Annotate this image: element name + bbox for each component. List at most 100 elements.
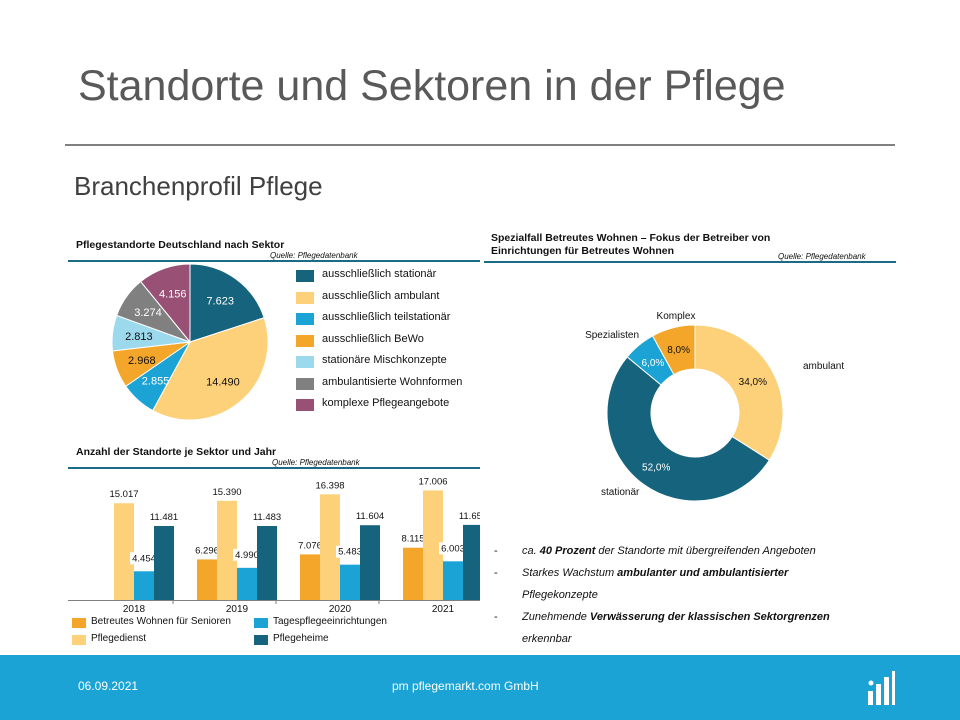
bar-pflegedienst-2021: [423, 490, 443, 600]
bar-data-label: 15.017: [109, 489, 138, 500]
bar-data-label: 8.115: [401, 534, 424, 545]
bar-pflegeheime-2020: [360, 525, 380, 600]
bullet-dash: -: [494, 567, 498, 579]
bar-betreutes-wohnen-fuer-senioren-2020: [300, 554, 320, 600]
donut-category-label: stationär: [601, 487, 640, 498]
legend-item-ausschliesslich-teilstationaer: ausschließlich teilstationär: [296, 311, 486, 327]
legend-label: Betreutes Wohnen für Senioren: [91, 616, 231, 627]
finding-1-text-bold: 40 Prozent: [539, 545, 596, 557]
bar-data-label: 5.483: [338, 547, 362, 558]
bar-pflegedienst-2018: [114, 503, 134, 600]
pie-chart: 7.623 14.490 2.855 2.968 2.813 3.274 4.156: [111, 263, 269, 421]
footer-date: 06.09.2021: [78, 679, 139, 693]
bar-pflegedienst-2020: [320, 494, 340, 600]
bar-data-label-background: [439, 542, 467, 555]
legend-label: Tagespflegeeinrichtungen: [273, 616, 387, 627]
legend-label: ausschließlich BeWo: [322, 332, 424, 345]
finding-item: - Starkes Wachstum ambulanter und ambula…: [494, 562, 914, 606]
bar-betreutes-wohnen-fuer-senioren-2021: [403, 547, 423, 600]
donut-slice-komplex: [651, 324, 696, 376]
pie-data-label: 7.623: [206, 295, 234, 307]
legend-swatch: [254, 635, 268, 645]
finding-2-text-b: Pflegekonzepte: [522, 589, 598, 601]
legend-item-ambulantisierte-wohnformen: ambulantisierte Wohnformen: [296, 376, 486, 392]
pie-data-label: 14.490: [206, 377, 240, 389]
finding-item: - ca. 40 Prozent der Standorte mit überg…: [494, 540, 914, 562]
legend-label: Pflegeheime: [273, 633, 329, 644]
bar-data-label: 11.653: [459, 511, 480, 522]
slide-subtitle: Branchenprofil Pflege: [74, 171, 323, 201]
bar-pflegeheime-2019: [257, 525, 277, 600]
donut-chart-source: Quelle: Pflegedatenbank: [778, 252, 866, 261]
legend-swatch: [296, 313, 314, 325]
bar-pflegeheime-2021: [463, 524, 480, 600]
pie-data-label: 4.156: [159, 289, 187, 301]
legend-swatch: [254, 618, 268, 628]
key-findings-list: - ca. 40 Prozent der Standorte mit überg…: [494, 540, 914, 650]
bar-data-label: 4.990: [235, 550, 259, 561]
bar-data-label: 7.076: [298, 540, 322, 551]
legend-label: ausschließlich stationär: [322, 268, 437, 280]
footer-company: pm pflegemarkt.com GmbH: [392, 679, 539, 693]
bullet-dash: -: [494, 611, 498, 623]
legend-swatch: [72, 618, 86, 628]
donut-chart-title-line1: Spezialfall Betreutes Wohnen – Fokus der…: [491, 232, 771, 244]
pie-slice-ausschliesslich-ambulant: [152, 317, 269, 421]
bar-data-label: 11.604: [356, 511, 384, 522]
pie-chart-source: Quelle: Pflegedatenbank: [270, 251, 358, 260]
bar-tagespflegeeinrichtungen-2020: [340, 564, 360, 600]
donut-chart-title: Spezialfall Betreutes Wohnen – Fokus der…: [491, 232, 871, 258]
legend-label: ambulantisierte Wohnformen: [322, 375, 463, 388]
x-tick-label: 2019: [226, 604, 249, 615]
donut-data-label: 8,0%: [667, 345, 690, 356]
finding-3-text-bold: Verwässerung der klassischen Sektorgrenz…: [589, 611, 830, 623]
pie-data-label: 3.274: [134, 307, 162, 319]
legend-swatch: [296, 377, 314, 390]
bar-tagespflegeeinrichtungen-2019: [237, 567, 257, 600]
bar-data-label: 6.003: [441, 543, 465, 554]
bar-data-label: 6.296: [195, 545, 219, 556]
slide-title: Standorte und Sektoren in der Pflege: [78, 62, 786, 110]
pie-chart-rule: [68, 260, 480, 262]
finding-2-text-a: Starkes Wachstum: [522, 567, 618, 579]
bar-tagespflegeeinrichtungen-2021: [443, 561, 463, 600]
legend-label: ausschließlich ambulant: [322, 289, 440, 302]
legend-item-ausschliesslich-ambulant: ausschließlich ambulant: [296, 290, 486, 306]
legend-swatch: [296, 270, 314, 282]
bar-pflegeheime-2018: [154, 526, 174, 600]
pie-data-label: 2.968: [128, 355, 156, 367]
bar-data-label: 11.483: [253, 512, 281, 523]
bar-betreutes-wohnen-fuer-senioren-2019: [197, 559, 217, 600]
bar-tagespflegeeinrichtungen-2018: [134, 571, 154, 600]
legend-item-ausschliesslich-stationaer: ausschließlich stationär: [296, 268, 486, 284]
finding-item: - Zunehmende Verwässerung der klassische…: [494, 606, 914, 650]
legend-swatch: [296, 291, 314, 304]
pie-data-label: 2.855: [142, 375, 170, 387]
bar-chart-legend: Betreutes Wohnen für Senioren Tagespflege…: [72, 616, 472, 648]
donut-data-label: 52,0%: [642, 462, 670, 473]
pie-chart-title: Pflegestandorte Deutschland nach Sektor: [76, 239, 285, 251]
legend-swatch: [72, 635, 86, 645]
x-tick-label: 2020: [329, 604, 352, 615]
title-divider: [65, 144, 895, 146]
pie-slice-ausschliesslich-stationaer: [189, 263, 265, 343]
bar-chart: 15.017 4.454 11.481 2018 6.296 15.390 4.990 11.…: [68, 476, 480, 615]
donut-slice-stationaer: [606, 356, 770, 502]
bar-data-label-background: [130, 552, 158, 565]
bar-data-label: 15.390: [212, 487, 241, 498]
finding-3-text-a: Zunehmende: [522, 611, 590, 623]
finding-1-text-a: ca.: [522, 545, 540, 557]
x-tick-label: 2018: [123, 604, 146, 615]
bar-data-label: 11.481: [150, 512, 178, 523]
bar-chart-title: Anzahl der Standorte je Sektor und Jahr: [76, 446, 277, 458]
donut-category-label: Spezialisten: [585, 330, 639, 341]
finding-2-text-bold: ambulanter und ambulantisierter: [617, 567, 789, 579]
bar-pflegedienst-2019: [217, 500, 237, 600]
bar-chart-rule: [68, 467, 480, 469]
footer-bar: 06.09.2021 pm pflegemarkt.com GmbH: [0, 655, 960, 720]
bar-data-label: 16.398: [315, 480, 344, 491]
legend-label: komplexe Pflegeangebote: [322, 397, 450, 409]
bar-chart-source: Quelle: Pflegedatenbank: [272, 458, 360, 467]
donut-slice-ambulant: [694, 324, 784, 461]
donut-chart: 34,0% ambulant 52,0% stationär 6,0% Spezialis…: [585, 311, 844, 502]
